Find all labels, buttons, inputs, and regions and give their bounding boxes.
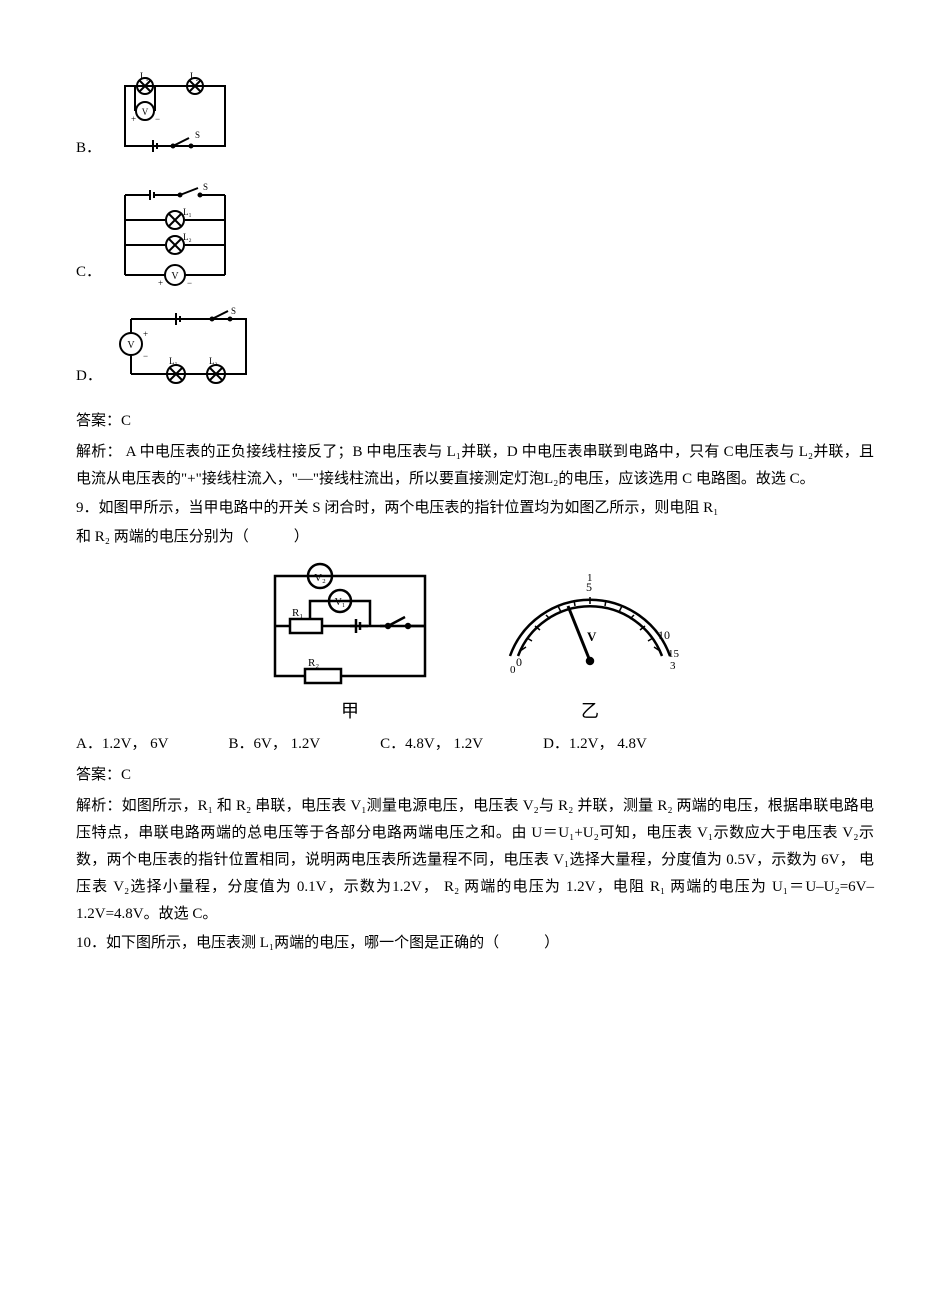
svg-text:R₁: R₁	[292, 607, 303, 619]
svg-text:−: −	[155, 114, 160, 124]
q9-meter-yi: 0 0 5 1 10 15 3 V	[490, 561, 690, 691]
svg-text:0: 0	[516, 655, 522, 669]
circuit-c-diagram: V L₁ L₂ S + −	[105, 180, 245, 290]
svg-text:10: 10	[658, 628, 670, 642]
q10-stem: 10．如下图所示，电压表测 L₁两端的电压，哪一个图是正确的（ ）	[76, 930, 874, 957]
q9-stem-2: 和 R₂ 两端的电压分别为（ ）	[76, 524, 874, 551]
q9-fig-left-label: 甲	[341, 695, 359, 727]
svg-text:S: S	[231, 306, 236, 316]
svg-text:0: 0	[510, 664, 516, 676]
option-c-letter: C．	[76, 259, 101, 290]
q9-fig-left-col: V₂ V₁ R₁ R₂ 甲	[260, 561, 440, 727]
q9-circuit-jia: V₂ V₁ R₁ R₂	[260, 561, 440, 691]
circuit-d-diagram: V + − S L₁ L₂	[106, 304, 266, 394]
svg-text:−: −	[143, 351, 148, 361]
explain-9: 解析：如图所示，R₁ 和 R₂ 串联，电压表 V₁测量电源电压，电压表 V₂与 …	[76, 793, 874, 928]
q9-choice-a: A．1.2V， 6V	[76, 731, 169, 758]
option-d-row: D． V + − S L₁ L₂	[76, 304, 874, 394]
q9-choice-c: C．4.8V， 1.2V	[380, 731, 483, 758]
q9-choices: A．1.2V， 6V B．6V， 1.2V C．4.8V， 1.2V D．1.2…	[76, 731, 874, 758]
q9-choice-b: B．6V， 1.2V	[229, 731, 321, 758]
option-d-letter: D．	[76, 363, 102, 394]
q9-fig-right-col: 0 0 5 1 10 15 3 V 乙	[490, 561, 690, 727]
svg-text:V₁: V₁	[335, 597, 346, 608]
svg-text:S: S	[195, 130, 200, 140]
q9-fig-right-label: 乙	[581, 695, 599, 727]
answer-8: 答案：C	[76, 408, 874, 435]
option-c-row: C． V L₁ L₂ S + −	[76, 180, 874, 290]
svg-text:R₂: R₂	[308, 657, 319, 669]
svg-text:L₁: L₁	[140, 71, 149, 81]
svg-text:V: V	[171, 271, 179, 282]
svg-text:V: V	[587, 629, 597, 644]
svg-text:V₂: V₂	[314, 572, 326, 584]
svg-text:−: −	[187, 278, 192, 288]
svg-text:V: V	[142, 107, 149, 117]
svg-text:+: +	[143, 329, 148, 339]
circuit-b-diagram: V L₁ L₂ + − S	[105, 66, 245, 166]
q9-choice-d: D．1.2V， 4.8V	[543, 731, 647, 758]
svg-text:L₁: L₁	[183, 207, 192, 217]
option-b-row: B． V L₁ L₂ + − S	[76, 66, 874, 166]
option-b-letter: B．	[76, 135, 101, 166]
svg-text:L₂: L₂	[190, 71, 199, 81]
svg-text:L₁: L₁	[169, 356, 178, 366]
explain-8: 解析： A 中电压表的正负接线柱接反了；B 中电压表与 L₁并联，D 中电压表串…	[76, 439, 874, 493]
svg-text:V: V	[127, 340, 135, 351]
svg-text:L₂: L₂	[183, 232, 192, 242]
answer-9: 答案：C	[76, 762, 874, 789]
svg-text:15: 15	[668, 648, 680, 660]
svg-text:S: S	[203, 182, 208, 192]
svg-text:3: 3	[670, 660, 676, 672]
q9-figure-row: V₂ V₁ R₁ R₂ 甲 0 0 5 1	[76, 561, 874, 727]
svg-text:+: +	[158, 278, 163, 288]
svg-text:+: +	[131, 114, 136, 124]
svg-text:1: 1	[587, 572, 593, 584]
svg-text:L₂: L₂	[209, 356, 218, 366]
q9-stem-1: 9．如图甲所示，当甲电路中的开关 S 闭合时，两个电压表的指针位置均为如图乙所示…	[76, 495, 874, 522]
